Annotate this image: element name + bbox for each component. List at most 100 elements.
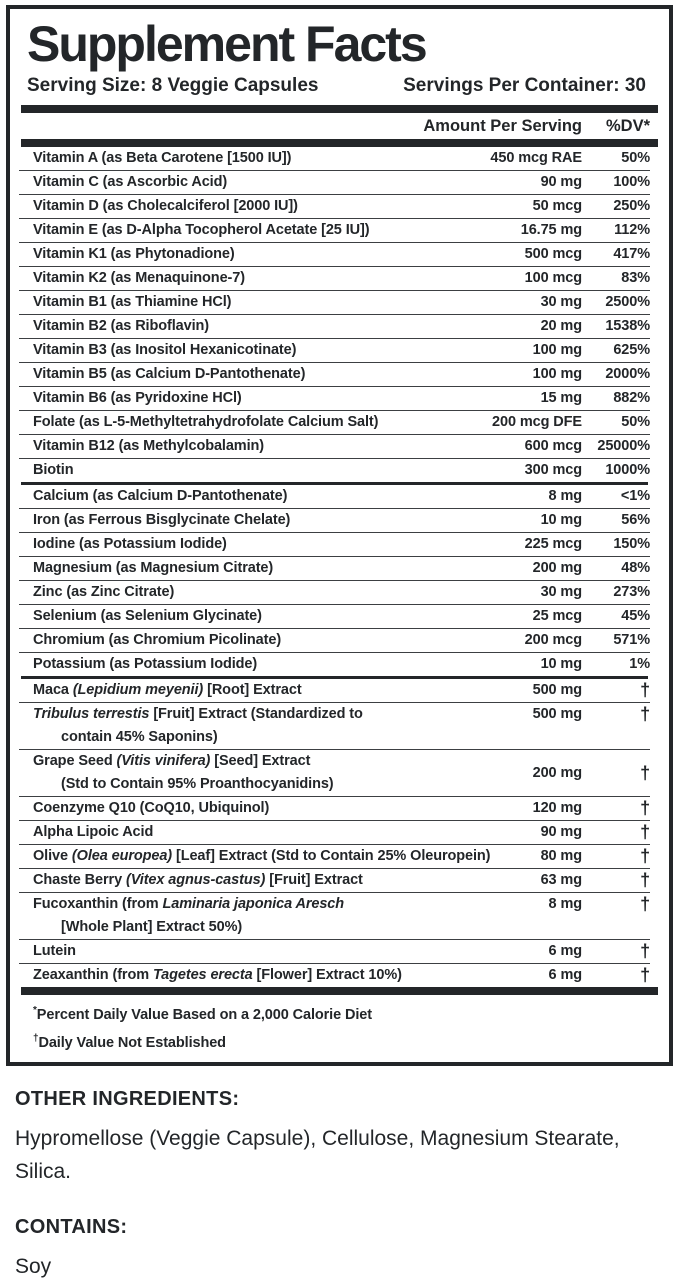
name-segment: contain 45% Saponins) — [61, 729, 218, 745]
amount-value: 500 mg — [532, 706, 582, 722]
name-segment: Calcium (as Calcium D-Pantothenate) — [33, 488, 288, 504]
amount-value: 450 mcg RAE — [490, 150, 582, 166]
ingredient-name: Maca (Lepidium meyenii) [Root] Extract — [19, 679, 527, 702]
name-segment: Magnesium (as Magnesium Citrate) — [33, 560, 274, 576]
table-row: Vitamin E (as D-Alpha Tocopherol Acetate… — [19, 219, 650, 243]
ingredient-name-line: Vitamin A (as Beta Carotene [1500 IU]) — [33, 147, 484, 170]
ingredient-name-line: Vitamin B5 (as Calcium D-Pantothenate) — [33, 363, 527, 386]
table-row: Vitamin B5 (as Calcium D-Pantothenate) 10… — [19, 363, 650, 387]
table-row: Vitamin A (as Beta Carotene [1500 IU]) 45… — [19, 147, 650, 171]
name-segment: Vitamin B3 (as Inositol Hexanicotinate) — [33, 342, 297, 358]
ingredient-name-line: Tribulus terrestis [Fruit] Extract (Stan… — [33, 703, 527, 726]
name-segment: [Seed] Extract — [210, 753, 311, 769]
ingredient-name-line: Biotin — [33, 459, 519, 482]
ingredient-name: Tribulus terrestis [Fruit] Extract (Stan… — [19, 703, 527, 749]
dv-value: 250% — [613, 198, 650, 214]
name-segment: Potassium (as Potassium Iodide) — [33, 656, 258, 672]
contains-text: Soy — [15, 1254, 52, 1278]
ingredient-name-line: Chaste Berry (Vitex agnus-castus) [Fruit… — [33, 869, 535, 892]
ingredient-name: Olive (Olea europea) [Leaf] Extract (Std… — [19, 845, 535, 868]
footnote: *Percent Daily Value Based on a 2,000 Ca… — [33, 999, 658, 1027]
ingredient-name-line: Folate (as L-5-Methyltetrahydrofolate Ca… — [33, 411, 486, 434]
column-header-dv: %DV* — [605, 116, 650, 135]
ingredient-name: Vitamin B6 (as Pyridoxine HCl) — [19, 387, 535, 410]
dv-value: † — [640, 763, 650, 783]
ingredient-name-line: Vitamin K2 (as Menaquinone-7) — [33, 267, 519, 290]
dv-value: 2000% — [605, 366, 650, 382]
ingredient-name: Biotin — [19, 459, 519, 482]
name-segment: Tribulus terrestis — [33, 706, 150, 722]
name-segment: Iron (as Ferrous Bisglycinate Chelate) — [33, 512, 291, 528]
dv-value: † — [640, 965, 650, 985]
amount-value: 200 mg — [532, 764, 582, 781]
nutrient-section-botanicals: Maca (Lepidium meyenii) [Root] Extract 50… — [19, 679, 650, 987]
dv-value: 112% — [614, 222, 650, 238]
name-segment: Selenium (as Selenium Glycinate) — [33, 608, 262, 624]
dv-value: 48% — [621, 560, 650, 576]
amount-value: 8 mg — [548, 488, 583, 504]
amount-value: 80 mg — [540, 848, 583, 864]
ingredient-name: Iron (as Ferrous Bisglycinate Chelate) — [19, 509, 535, 532]
footnote-mark: † — [33, 1032, 39, 1044]
amount-value: 90 mg — [540, 174, 583, 190]
table-row: Iron (as Ferrous Bisglycinate Chelate) 10… — [19, 509, 650, 533]
amount-value: 100 mcg — [524, 270, 582, 286]
name-segment: (Vitis vinifera) — [116, 753, 211, 769]
footnote-mark: * — [33, 1005, 37, 1016]
ingredient-name: Zinc (as Zinc Citrate) — [19, 581, 535, 604]
dv-value: † — [640, 894, 650, 914]
table-row: Selenium (as Selenium Glycinate) 25 mcg 45… — [19, 605, 650, 629]
ingredient-name: Vitamin A (as Beta Carotene [1500 IU]) — [19, 147, 484, 170]
serving-size: Serving Size: 8 Veggie Capsules — [27, 75, 319, 96]
dv-value: 273% — [613, 584, 650, 600]
table-row: Grape Seed (Vitis vinifera) [Seed] Extra… — [19, 750, 650, 797]
supplement-facts-panel: Supplement Facts Serving Size: 8 Veggie … — [6, 5, 673, 1066]
table-row: Tribulus terrestis [Fruit] Extract (Stan… — [19, 703, 650, 750]
table-row: Iodine (as Potassium Iodide) 225 mcg 150% — [19, 533, 650, 557]
ingredient-name-line: Iron (as Ferrous Bisglycinate Chelate) — [33, 509, 535, 532]
additional-info: OTHER INGREDIENTS: Hypromellose (Veggie … — [0, 1066, 679, 1283]
ingredient-name-line: Vitamin D (as Cholecalciferol [2000 IU]) — [33, 195, 527, 218]
nutrient-section-vitamins: Vitamin A (as Beta Carotene [1500 IU]) 45… — [19, 147, 650, 482]
ingredient-name: Grape Seed (Vitis vinifera) [Seed] Extra… — [19, 750, 527, 796]
name-segment: Fucoxanthin (from — [33, 896, 163, 912]
name-segment: Lutein — [33, 943, 76, 959]
ingredient-name-line: Iodine (as Potassium Iodide) — [33, 533, 519, 556]
amount-value: 120 mg — [532, 800, 582, 816]
amount-value: 225 mcg — [524, 536, 582, 552]
column-headers: Amount Per Serving %DV* — [19, 113, 660, 139]
ingredient-name: Potassium (as Potassium Iodide) — [19, 653, 535, 676]
dv-value: 50% — [621, 150, 650, 166]
amount-value: 100 mg — [532, 366, 582, 382]
name-segment: Vitamin C (as Ascorbic Acid) — [33, 174, 228, 190]
dv-value: † — [640, 846, 650, 866]
dv-value: 882% — [613, 390, 650, 406]
name-segment: [Fruit] Extract — [265, 872, 363, 888]
table-row: Olive (Olea europea) [Leaf] Extract (Std… — [19, 845, 650, 869]
name-segment: (Vitex agnus-castus) — [126, 872, 266, 888]
table-row: Chaste Berry (Vitex agnus-castus) [Fruit… — [19, 869, 650, 893]
amount-value: 200 mcg DFE — [492, 414, 582, 430]
dv-value: † — [640, 680, 650, 700]
table-row: Coenzyme Q10 (CoQ10, Ubiquinol) 120 mg † — [19, 797, 650, 821]
name-segment: [Leaf] Extract (Std to Contain 25% Oleur… — [172, 848, 491, 864]
name-segment: Maca — [33, 682, 73, 698]
ingredient-name-line: Vitamin B2 (as Riboflavin) — [33, 315, 535, 338]
name-segment: Coenzyme Q10 (CoQ10, Ubiquinol) — [33, 800, 270, 816]
ingredient-name: Alpha Lipoic Acid — [19, 821, 535, 844]
dv-value: † — [640, 870, 650, 890]
ingredient-name: Folate (as L-5-Methyltetrahydrofolate Ca… — [19, 411, 486, 434]
ingredient-name-line: Vitamin B12 (as Methylcobalamin) — [33, 435, 519, 458]
table-row: Zeaxanthin (from Tagetes erecta [Flower]… — [19, 964, 650, 987]
ingredient-name-line: [Whole Plant] Extract 50%) — [33, 916, 543, 939]
amount-value: 16.75 mg — [520, 222, 582, 238]
table-row: Vitamin K2 (as Menaquinone-7) 100 mcg 83% — [19, 267, 650, 291]
footnotes: *Percent Daily Value Based on a 2,000 Ca… — [19, 995, 660, 1060]
amount-value: 200 mcg — [524, 632, 582, 648]
table-row: Maca (Lepidium meyenii) [Root] Extract 50… — [19, 679, 650, 703]
ingredient-name: Iodine (as Potassium Iodide) — [19, 533, 519, 556]
ingredient-name: Vitamin C (as Ascorbic Acid) — [19, 171, 535, 194]
table-row: Magnesium (as Magnesium Citrate) 200 mg 48… — [19, 557, 650, 581]
name-segment: Vitamin E (as D-Alpha Tocopherol Acetate… — [33, 222, 370, 238]
ingredient-name-line: Calcium (as Calcium D-Pantothenate) — [33, 485, 543, 508]
